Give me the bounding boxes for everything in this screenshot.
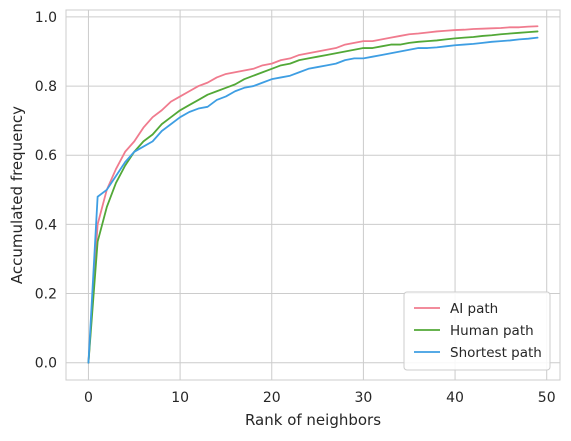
- x-tick-label: 10: [171, 390, 189, 406]
- y-tick-label: 0.8: [35, 79, 57, 95]
- tick-labels: 0 10 20 30 40 50 0.0 0.2 0.4 0.6 0.8 1.0: [35, 10, 556, 406]
- y-tick-label: 0.6: [35, 148, 57, 164]
- legend-box: [403, 291, 551, 371]
- plot-frame: [65, 9, 561, 381]
- grid: [66, 10, 560, 380]
- x-tick-label: 20: [263, 390, 281, 406]
- x-tick-label: 50: [538, 390, 556, 406]
- y-tick-label: 1.0: [35, 10, 57, 26]
- y-tick-label: 0.4: [35, 217, 57, 233]
- y-tick-label: 0.2: [35, 287, 57, 303]
- y-axis-label: Accumulated frequency: [8, 106, 26, 284]
- series-line-2: [87, 36, 539, 364]
- series-line-1: [87, 30, 539, 364]
- legend-label-0: AI path: [450, 301, 498, 317]
- x-tick-label: 40: [446, 390, 464, 406]
- y-tick-label: 0.0: [35, 356, 57, 372]
- legend-label-2: Shortest path: [450, 345, 542, 361]
- x-tick-label: 30: [354, 390, 372, 406]
- series-group: [87, 25, 539, 364]
- x-axis-label: Rank of neighbors: [245, 411, 381, 429]
- legend: AI path Human path Shortest path: [403, 291, 551, 371]
- legend-label-1: Human path: [450, 323, 534, 339]
- x-tick-label: 0: [84, 390, 93, 406]
- series-line-0: [87, 25, 539, 364]
